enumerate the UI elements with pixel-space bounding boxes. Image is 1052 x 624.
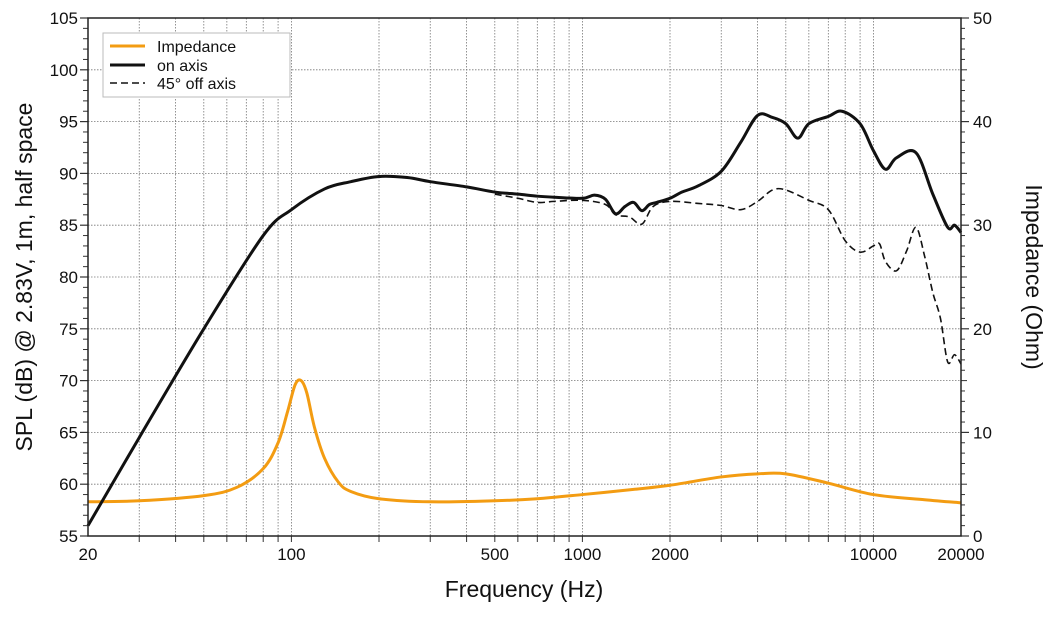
series-line-on-axis (86, 109, 963, 527)
legend-label-off-axis: 45° off axis (157, 76, 236, 93)
x-axis-label: Frequency (Hz) (445, 576, 603, 602)
y-tick-label: 65 (59, 423, 78, 442)
y-tick-label: 90 (59, 164, 78, 183)
x-tick-label: 20 (79, 545, 98, 564)
series-line-impedance (87, 378, 962, 505)
y-tick-label: 95 (59, 113, 78, 132)
y-tick-label: 70 (59, 372, 78, 391)
y2-tick-label: 10 (973, 423, 992, 442)
plot-frame (87, 17, 962, 537)
y2-tick-label: 30 (973, 216, 992, 235)
series-lines (86, 109, 963, 527)
y-tick-label: 85 (59, 216, 78, 235)
y-tick-label: 75 (59, 320, 78, 339)
x-tick-label: 100 (277, 545, 305, 564)
legend-label-impedance: Impedance (157, 39, 236, 56)
y-tick-label: 60 (59, 475, 78, 494)
y-tick-label: 105 (50, 9, 78, 28)
y2-tick-label: 50 (973, 9, 992, 28)
x-tick-label: 10000 (850, 545, 897, 564)
y-axis-label: SPL (dB) @ 2.83V, 1m, half space (11, 103, 37, 452)
y-tick-label: 80 (59, 268, 78, 287)
y2-tick-label: 20 (973, 320, 992, 339)
y2-axis-label: Impedance (Ohm) (1021, 184, 1047, 369)
y2-tick-label: 0 (973, 527, 982, 546)
legend-label-on-axis: on axis (157, 58, 208, 75)
y-tick-label: 55 (59, 527, 78, 546)
y-tick-label: 100 (50, 61, 78, 80)
x-tick-label: 500 (481, 545, 509, 564)
x-tick-label: 2000 (651, 545, 689, 564)
legend: Impedance on axis 45° off axis (102, 32, 291, 98)
x-tick-label: 20000 (937, 545, 984, 564)
x-tick-label: 1000 (563, 545, 601, 564)
grid (88, 18, 961, 536)
series-line-45-off-axis (494, 187, 962, 365)
y2-tick-label: 40 (973, 113, 992, 132)
